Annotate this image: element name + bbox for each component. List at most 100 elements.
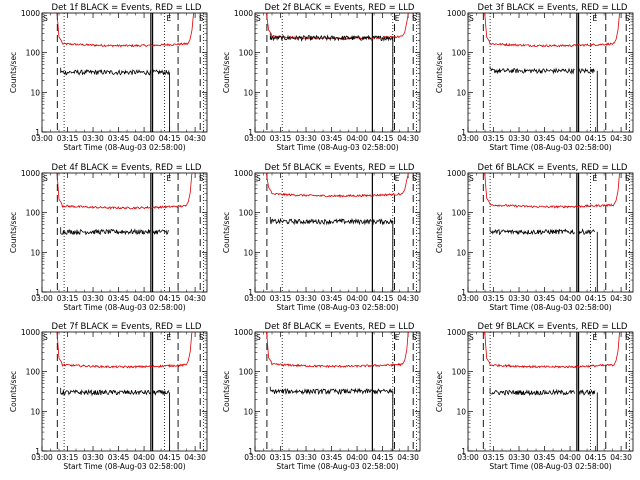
marker-label-s: S — [625, 174, 630, 183]
marker-label-s: S — [412, 174, 417, 183]
y-tick-label: 100 — [26, 209, 41, 218]
x-tick-label: 03:30 — [508, 134, 530, 143]
series-line-events — [489, 66, 575, 75]
x-tick-label: 03:15 — [57, 453, 79, 462]
plot-frame — [254, 172, 421, 293]
y-axis-label: Counts/sec — [222, 212, 231, 253]
series-line-events — [152, 69, 170, 75]
chart-title: Det 7f BLACK = Events, RED = LLD — [52, 322, 202, 332]
marker-label-e: E — [592, 333, 597, 342]
x-tick-label: 04:30 — [184, 134, 206, 143]
marker-label-s: S — [625, 14, 630, 23]
series-line-events — [372, 35, 394, 42]
y-tick-label: 1000 — [447, 9, 466, 18]
y-tick-label: 1 — [461, 128, 466, 137]
chart-title: Det 8f BLACK = Events, RED = LLD — [265, 322, 415, 332]
x-tick-label: 04:15 — [159, 453, 181, 462]
marker-label-s: S — [199, 333, 204, 342]
y-tick-label: 10 — [30, 407, 40, 416]
series-line-events — [489, 387, 575, 397]
x-tick-label: 04:30 — [397, 294, 419, 303]
x-tick-label: 04:00 — [346, 134, 368, 143]
series-line-lld — [484, 331, 621, 369]
series-line-lld — [266, 12, 409, 41]
x-tick-label: 03:45 — [534, 294, 556, 303]
y-tick-label: 1 — [35, 288, 40, 297]
x-axis-label: Start Time (08-Aug-03 02:58:00) — [489, 143, 611, 152]
marker-label-e: E — [592, 174, 597, 183]
chart-panel: Det 3f BLACK = Events, RED = LLD 1 10 100 10… — [435, 3, 634, 152]
y-tick-label: 1 — [248, 447, 253, 456]
marker-label-s: S — [256, 333, 261, 342]
series-line-events — [578, 67, 596, 74]
y-axis-label: Counts/sec — [435, 212, 444, 253]
x-tick-label: 03:00 — [244, 294, 266, 303]
x-tick-label: 04:30 — [610, 134, 632, 143]
series-line-events — [269, 33, 373, 42]
x-axis-label: Start Time (08-Aug-03 02:58:00) — [489, 462, 611, 471]
x-axis-label: Start Time (08-Aug-03 02:58:00) — [63, 462, 185, 471]
series-line-lld — [266, 331, 409, 369]
y-tick-label: 100 — [452, 368, 467, 377]
plot-frame — [254, 12, 421, 133]
marker-label-e: E — [592, 14, 597, 23]
y-tick-label: 1000 — [21, 328, 40, 337]
y-tick-label: 100 — [239, 368, 254, 377]
x-tick-label: 04:15 — [159, 134, 181, 143]
x-tick-label: 03:45 — [108, 294, 130, 303]
x-tick-label: 03:15 — [270, 294, 292, 303]
y-tick-label: 10 — [243, 407, 253, 416]
y-tick-label: 1000 — [447, 328, 466, 337]
chart-panel: Det 5f BLACK = Events, RED = LLD 1 10 100 10… — [222, 163, 421, 312]
y-tick-label: 1 — [461, 447, 466, 456]
series-line-events — [372, 387, 393, 395]
chart-title: Det 3f BLACK = Events, RED = LLD — [478, 3, 628, 13]
series-line-lld — [266, 172, 409, 199]
chart-panel: Det 9f BLACK = Events, RED = LLD 1 10 100 10… — [435, 322, 634, 471]
y-tick-label: 100 — [239, 49, 254, 58]
x-tick-label: 04:30 — [397, 134, 419, 143]
x-axis-label: Start Time (08-Aug-03 02:58:00) — [63, 143, 185, 152]
x-tick-label: 03:15 — [483, 134, 505, 143]
marker-label-s: S — [43, 14, 48, 23]
y-axis-label: Counts/sec — [435, 371, 444, 412]
marker-label-s: S — [199, 174, 204, 183]
x-tick-label: 03:00 — [457, 134, 479, 143]
marker-label-e: E — [166, 14, 171, 23]
y-tick-label: 10 — [243, 248, 253, 257]
series-line-lld — [56, 12, 195, 48]
series-line-events — [60, 387, 151, 397]
series-line-events — [578, 388, 596, 396]
y-axis-label: Counts/sec — [9, 371, 18, 412]
series-line-lld — [56, 331, 193, 369]
chart-title: Det 4f BLACK = Events, RED = LLD — [52, 163, 202, 173]
plot-frame — [41, 172, 208, 293]
x-tick-label: 03:00 — [457, 294, 479, 303]
x-tick-label: 03:30 — [508, 453, 530, 462]
y-tick-label: 1 — [248, 288, 253, 297]
x-axis-label: Start Time (08-Aug-03 02:58:00) — [489, 303, 611, 312]
x-tick-label: 04:15 — [585, 134, 607, 143]
x-tick-label: 03:00 — [31, 294, 53, 303]
x-tick-label: 03:30 — [295, 294, 317, 303]
y-tick-label: 100 — [26, 49, 41, 58]
x-tick-label: 03:00 — [244, 453, 266, 462]
x-tick-label: 04:30 — [184, 453, 206, 462]
x-tick-label: 03:00 — [31, 453, 53, 462]
chart-title: Det 5f BLACK = Events, RED = LLD — [265, 163, 415, 173]
x-tick-label: 03:15 — [483, 453, 505, 462]
chart-title: Det 6f BLACK = Events, RED = LLD — [478, 163, 628, 173]
plot-frame — [467, 12, 634, 133]
y-tick-label: 1000 — [234, 328, 253, 337]
x-tick-label: 04:00 — [346, 453, 368, 462]
x-tick-label: 03:45 — [534, 134, 556, 143]
series-line-events — [269, 216, 372, 226]
y-tick-label: 10 — [456, 248, 466, 257]
marker-label-s: S — [469, 333, 474, 342]
series-line-events — [152, 389, 170, 396]
y-tick-label: 1 — [35, 447, 40, 456]
x-tick-label: 03:15 — [57, 134, 79, 143]
x-axis-label: Start Time (08-Aug-03 02:58:00) — [276, 303, 398, 312]
x-axis-label: Start Time (08-Aug-03 02:58:00) — [276, 143, 398, 152]
y-tick-label: 100 — [452, 49, 467, 58]
